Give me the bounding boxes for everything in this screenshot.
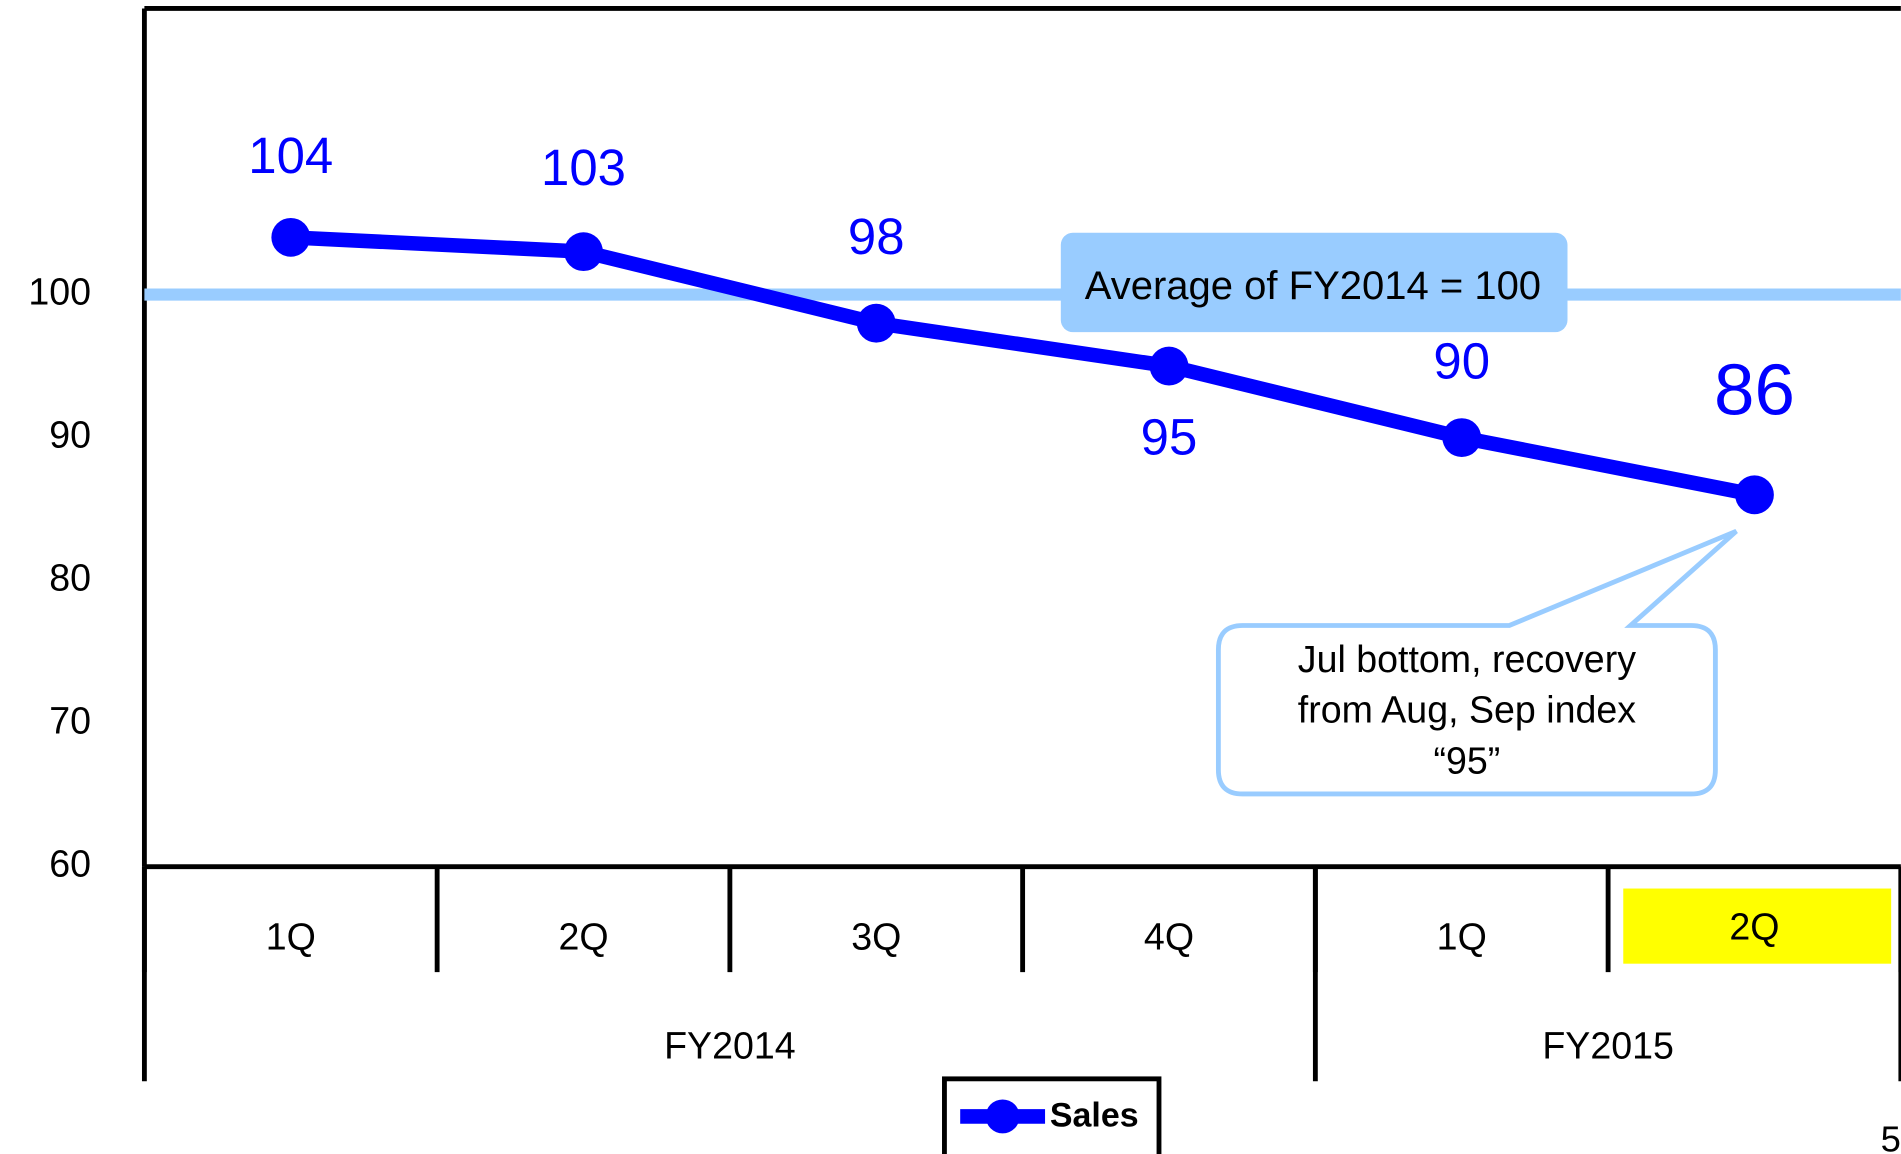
x-tick-label: 2Q [1729,906,1779,948]
legend-marker [985,1099,1020,1134]
x-tick-label: 4Q [1144,915,1194,957]
y-tick-label: 80 [49,557,91,599]
annotation-text: “95” [1433,740,1500,782]
y-tick-label: 60 [49,843,91,885]
y-tick-label: 100 [28,270,91,312]
x-tick-label: 1Q [1437,915,1487,957]
series-marker [1735,475,1774,515]
callout-box [1215,528,1738,797]
reference-label-box [1060,232,1568,333]
data-label: 104 [248,127,333,184]
group-label: FY2014 [664,1024,796,1066]
y-tick-label: 70 [49,700,91,742]
x-tick-label: 1Q [266,915,316,957]
series-marker [564,232,603,272]
series-line [290,230,1756,502]
page-number: 5 [1881,1118,1901,1154]
legend-label: Sales [1050,1097,1139,1135]
data-label: 95 [1141,409,1198,466]
x-tick-label: 3Q [851,915,901,957]
y-tick-label: 90 [49,414,91,456]
data-label: 86 [1714,350,1795,431]
group-label: FY2015 [1542,1024,1674,1066]
legend-box [942,1076,1162,1154]
series-marker [1442,418,1482,457]
series-marker [1149,346,1189,386]
data-label: 103 [541,139,626,196]
series-marker [271,217,311,257]
data-label: 90 [1433,332,1490,389]
highlight [1623,888,1892,964]
annotation-text: from Aug, Sep index [1298,689,1636,731]
x-tick-label: 2Q [558,915,608,957]
data-label: 98 [848,208,905,265]
reference-label: Average of FY2014 = 100 [1085,264,1541,308]
annotation-text: Jul bottom, recovery [1298,638,1636,680]
series-marker [856,303,896,343]
